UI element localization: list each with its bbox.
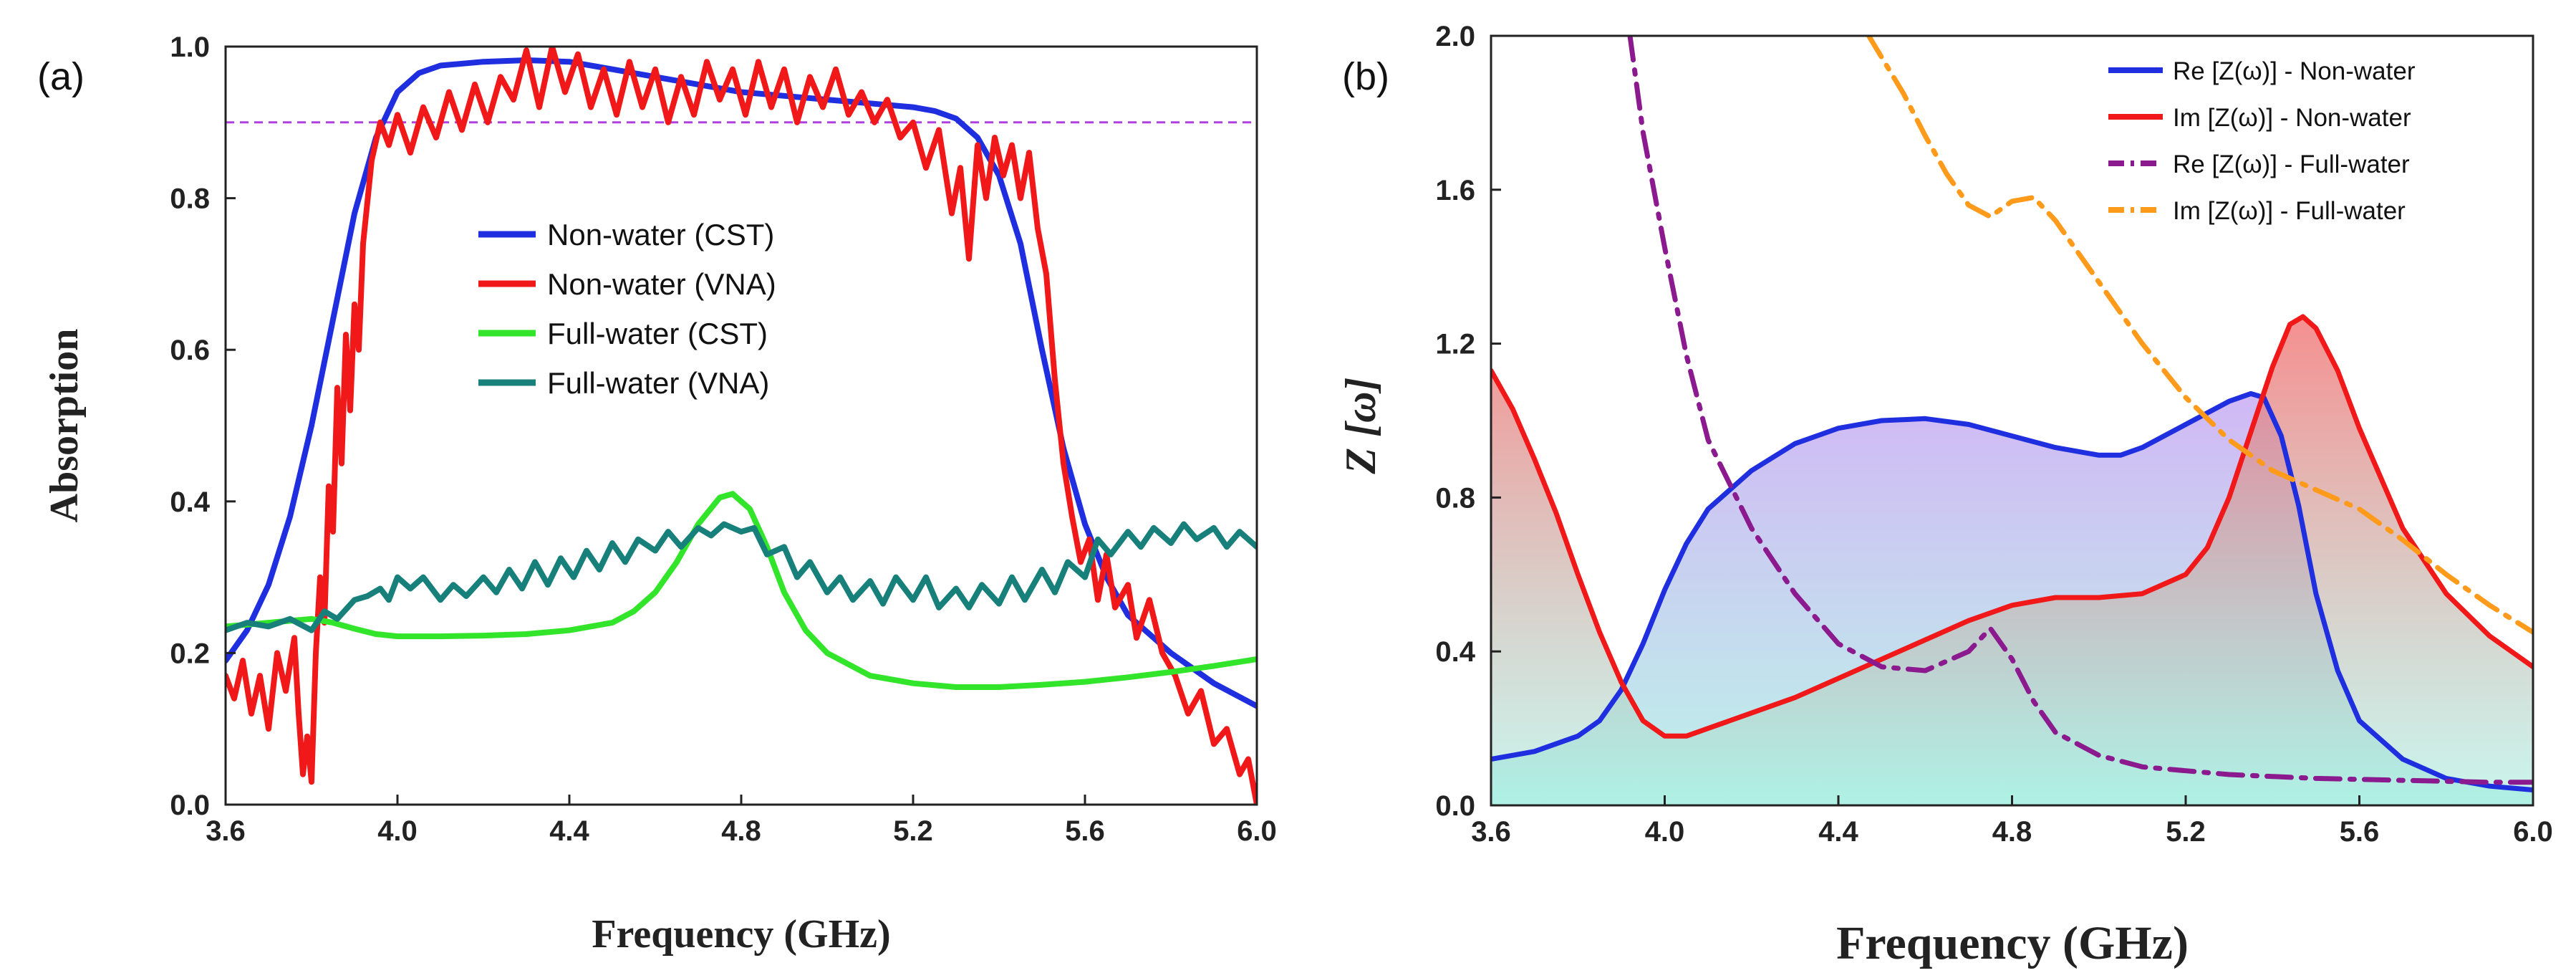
legend-label-im-z-full-water: Im [Z(ω)] - Full-water <box>2173 197 2406 225</box>
x-tick-label: 4.0 <box>1645 816 1685 848</box>
y-tick-label: 0.6 <box>170 335 210 366</box>
x-tick-label: 3.6 <box>1471 816 1511 848</box>
x-tick-label: 5.2 <box>2166 816 2206 848</box>
legend-label-re-z-full-water: Re [Z(ω)] - Full-water <box>2173 150 2410 178</box>
legend-label-re-z-non-water: Re [Z(ω)] - Non-water <box>2173 57 2416 85</box>
y-tick-label: 0.4 <box>1435 636 1475 668</box>
x-tick-label: 6.0 <box>1237 815 1277 847</box>
x-tick-label: 5.6 <box>1065 815 1105 847</box>
panel-a-label: (a) <box>37 55 85 98</box>
series-line-full-water-cst <box>226 491 1257 690</box>
y-tick-label: 1.6 <box>1435 175 1475 206</box>
panel-a-plot-frame <box>224 45 1258 806</box>
y-tick-label: 0.8 <box>1435 482 1475 514</box>
y-tick-label: 0.2 <box>170 638 210 669</box>
panel-b-label: (b) <box>1342 55 1389 98</box>
x-tick-label: 4.8 <box>1992 816 2032 848</box>
y-tick-label: 2.0 <box>1435 21 1475 52</box>
x-tick-label: 5.2 <box>893 815 933 847</box>
panel-b-legend: Re [Z(ω)] - Non-water Im [Z(ω)] - Non-wa… <box>2108 57 2416 225</box>
y-tick-label: 0.4 <box>170 486 210 518</box>
series-line-im-z-full-water <box>1866 36 2533 635</box>
series-line-non-water-vna <box>226 47 1257 805</box>
series-line-full-water-vna <box>226 521 1257 633</box>
panel-a-legend: Non-water (CST) Non-water (VNA) Full-wat… <box>478 218 776 400</box>
x-tick-label: 4.4 <box>1818 816 1858 848</box>
panel-b-y-axis-title: Z [ω] <box>1337 378 1384 475</box>
series-line-re-z-full-water <box>1627 36 2533 785</box>
y-tick-label: 1.2 <box>1435 329 1475 360</box>
x-tick-label: 3.6 <box>206 815 246 847</box>
series-line-re-z-non-water <box>1491 390 2533 792</box>
panel-a-x-axis-title: Frequency (GHz) <box>592 912 890 957</box>
y-tick-label: 0.0 <box>170 790 210 821</box>
panel-b-x-axis-title: Frequency (GHz) <box>1836 917 2189 969</box>
legend-label-non-water-cst: Non-water (CST) <box>547 218 774 251</box>
y-tick-label: 0.0 <box>1435 790 1475 822</box>
panel-a-y-axis-title: Absorption <box>42 329 87 523</box>
area-fill-im-z-non-water <box>1491 317 2533 805</box>
y-tick-label: 0.8 <box>170 183 210 215</box>
y-tick-label: 1.0 <box>170 32 210 63</box>
panel-a: (a) 3.6 4.0 4.4 4.8 5.2 5.6 6.0 0.0 0.2 0.4 0.6 0.8… <box>37 32 1277 957</box>
legend-label-non-water-vna: Non-water (VNA) <box>547 267 776 301</box>
x-tick-label: 4.4 <box>549 815 589 847</box>
x-tick-label: 4.8 <box>721 815 761 847</box>
legend-label-full-water-vna: Full-water (VNA) <box>547 366 769 400</box>
legend-label-full-water-cst: Full-water (CST) <box>547 317 768 350</box>
x-tick-label: 5.6 <box>2340 816 2380 848</box>
panel-b: (b) 3.6 4.0 4.4 4.8 5.2 5.6 6.0 0.0 0.4 0.8 1.2 1.6… <box>1337 21 2553 969</box>
series-line-im-z-non-water <box>1491 314 2533 739</box>
x-tick-label: 4.0 <box>377 815 418 847</box>
x-tick-label: 6.0 <box>2513 816 2553 848</box>
legend-label-im-z-non-water: Im [Z(ω)] - Non-water <box>2173 104 2411 132</box>
